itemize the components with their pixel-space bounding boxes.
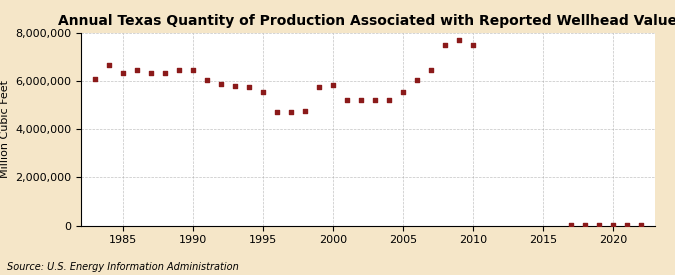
Point	[313, 85, 324, 89]
Title: Annual Texas Quantity of Production Associated with Reported Wellhead Value: Annual Texas Quantity of Production Asso…	[58, 14, 675, 28]
Point	[608, 223, 618, 227]
Point	[215, 81, 226, 86]
Point	[579, 223, 590, 227]
Point	[467, 43, 478, 47]
Text: Source: U.S. Energy Information Administration: Source: U.S. Energy Information Administ…	[7, 262, 238, 272]
Point	[300, 109, 310, 113]
Point	[593, 222, 604, 227]
Point	[412, 78, 423, 82]
Point	[454, 38, 464, 42]
Point	[425, 68, 436, 73]
Point	[90, 76, 101, 81]
Point	[383, 98, 394, 103]
Point	[369, 98, 380, 103]
Point	[244, 85, 254, 89]
Point	[356, 98, 367, 103]
Point	[258, 90, 269, 94]
Point	[286, 110, 296, 115]
Point	[327, 82, 338, 87]
Point	[398, 90, 408, 94]
Point	[103, 63, 114, 68]
Point	[173, 68, 184, 73]
Point	[230, 84, 240, 88]
Point	[146, 70, 157, 75]
Point	[271, 110, 282, 115]
Point	[159, 70, 170, 75]
Point	[439, 43, 450, 47]
Point	[132, 68, 142, 73]
Point	[635, 223, 646, 227]
Point	[622, 222, 632, 227]
Point	[566, 223, 576, 227]
Point	[117, 70, 128, 75]
Point	[342, 98, 352, 103]
Point	[202, 78, 213, 82]
Point	[188, 68, 198, 73]
Y-axis label: Million Cubic Feet: Million Cubic Feet	[0, 80, 9, 178]
